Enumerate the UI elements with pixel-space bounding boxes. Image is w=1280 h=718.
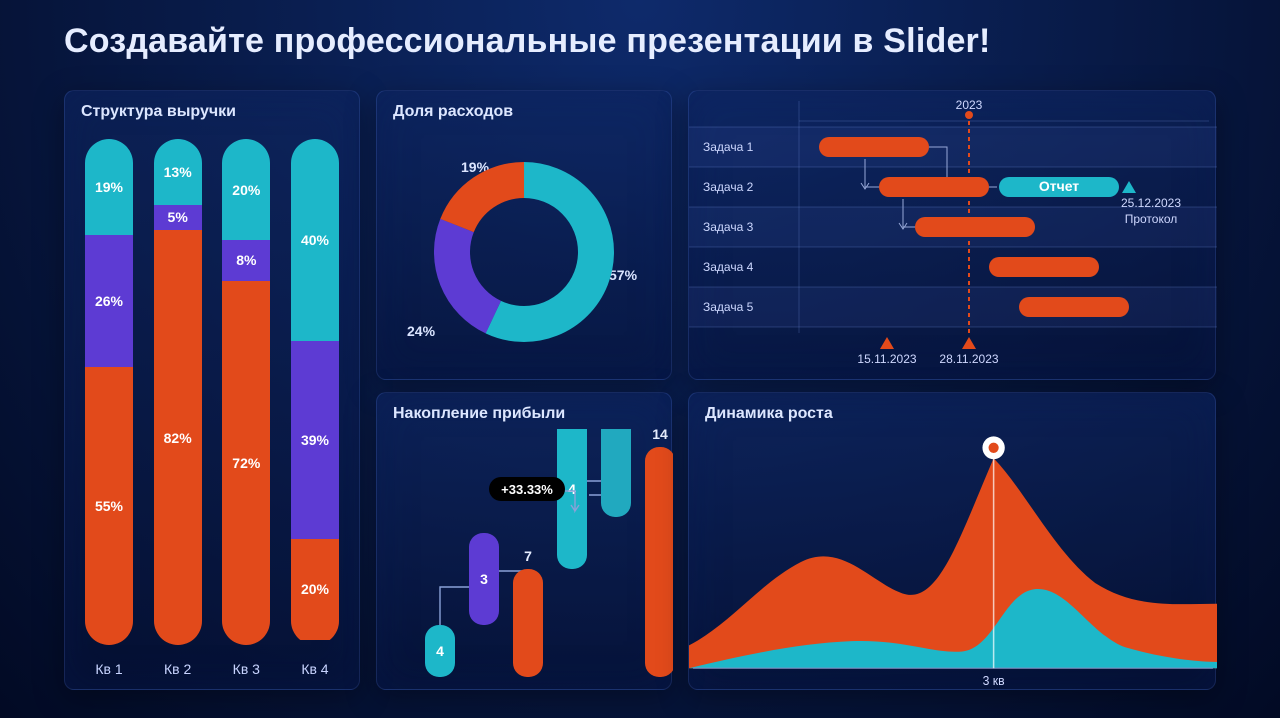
svg-text:Задача 4: Задача 4 (703, 260, 754, 274)
panel-gantt: 2023 Задача 1 Задача 2 Задача 3 Задача 4 Зада… (688, 90, 1216, 380)
waterfall-chart: 4374314+33.33% (377, 429, 673, 689)
svg-text:Задача 3: Задача 3 (703, 220, 754, 234)
stacked-bar-labels: Кв 1 Кв 2 Кв 3 Кв 4 (85, 661, 339, 677)
bar: 82%5%13% (154, 139, 202, 645)
panel-growth-dynamics: Динамика роста 3 кв (688, 392, 1216, 690)
panel-title-struct: Структура выручки (81, 103, 236, 121)
bar: 55%26%19% (85, 139, 133, 645)
bar-segment: 13% (154, 139, 202, 205)
svg-text:25.12.2023: 25.12.2023 (1121, 196, 1181, 210)
page-title: Создавайте профессиональные презентации … (64, 22, 991, 61)
bar-segment: 26% (85, 235, 133, 367)
area-chart: 3 кв (689, 427, 1217, 689)
bar: 72%8%20% (222, 139, 270, 645)
panel-profit-accumulation: Накопление прибыли 4374314+33.33% (376, 392, 672, 690)
bar-axis-label: Кв 2 (154, 661, 202, 677)
svg-text:4: 4 (436, 643, 444, 659)
bar-segment: 19% (85, 139, 133, 235)
panel-revenue-structure: Структура выручки 55%26%19% 82%5%13% 72%8%… (64, 90, 360, 690)
svg-text:3: 3 (480, 571, 488, 587)
bar-axis-label: Кв 4 (291, 661, 339, 677)
stacked-bars: 55%26%19%82%5%13%72%8%20%20%39%40% (85, 139, 339, 645)
bar-segment: 82% (154, 230, 202, 645)
svg-text:Задача 1: Задача 1 (703, 140, 754, 154)
svg-text:+33.33%: +33.33% (501, 482, 553, 497)
svg-text:Задача 5: Задача 5 (703, 300, 754, 314)
bar-segment: 72% (222, 281, 270, 645)
bar-segment: 5% (154, 205, 202, 230)
panel-expense-share: Доля расходов 57%24%19% (376, 90, 672, 380)
svg-text:Задача 2: Задача 2 (703, 180, 754, 194)
svg-text:15.11.2023: 15.11.2023 (857, 352, 916, 366)
svg-text:Отчет: Отчет (1039, 178, 1079, 194)
panel-title-area: Динамика роста (705, 405, 833, 423)
panel-title-donut: Доля расходов (393, 103, 513, 121)
svg-text:2023: 2023 (956, 98, 983, 112)
bar-segment: 55% (85, 367, 133, 645)
svg-text:28.11.2023: 28.11.2023 (939, 352, 998, 366)
svg-text:Протокол: Протокол (1125, 212, 1178, 226)
svg-text:3 кв: 3 кв (983, 674, 1005, 688)
bar-axis-label: Кв 3 (222, 661, 270, 677)
gantt-chart: 2023 Задача 1 Задача 2 Задача 3 Задача 4 Зада… (689, 91, 1217, 381)
bar-segment: 39% (291, 341, 339, 538)
bar-segment: 40% (291, 139, 339, 341)
bar-segment: 20% (291, 539, 339, 640)
bar-segment: 20% (222, 139, 270, 240)
donut-chart: 57%24%19% (377, 135, 671, 369)
svg-text:14: 14 (652, 429, 668, 442)
bar-segment: 8% (222, 240, 270, 280)
bar-axis-label: Кв 1 (85, 661, 133, 677)
svg-text:7: 7 (524, 548, 532, 564)
panel-title-acc: Накопление прибыли (393, 405, 565, 423)
bar: 20%39%40% (291, 139, 339, 645)
